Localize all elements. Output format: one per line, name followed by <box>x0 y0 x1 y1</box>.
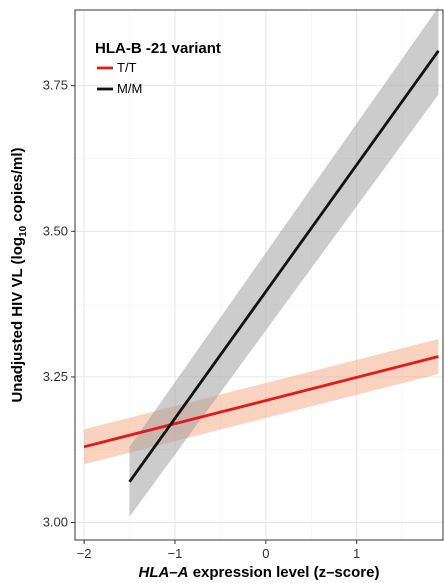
legend-label-t-t: T/T <box>117 60 137 75</box>
ci-band-m-m <box>129 7 439 517</box>
y-axis-title-subscript: 10 <box>18 225 29 237</box>
x-tick-label: 0 <box>262 546 269 561</box>
x-axis-title-rest: expression level (z–score) <box>189 564 380 581</box>
legend-label-m-m: M/M <box>117 81 142 96</box>
series-line-t-t <box>83 355 439 449</box>
y-tick-label: 3.25 <box>43 369 68 384</box>
series-line-m-m <box>128 49 440 483</box>
legend-title: HLA-B -21 variant <box>95 40 221 57</box>
y-axis-title: Unadjusted HIV VL (log10 copies/ml) <box>9 147 29 402</box>
series-lines <box>83 49 440 483</box>
x-tick-label: 1 <box>353 546 360 561</box>
x-axis-title: HLA–A expression level (z–score) <box>139 564 380 581</box>
y-axis-title-main: Unadjusted HIV VL (log <box>9 237 26 403</box>
y-axis-title-rest: copies/ml) <box>9 147 26 225</box>
y-tick-label: 3.50 <box>43 223 68 238</box>
axis-ticks: −2−10123.003.253.503.75 <box>43 78 444 561</box>
plot-panel-border <box>74 9 444 541</box>
x-axis-title-italic: HLA–A <box>139 564 189 581</box>
y-tick-label: 3.00 <box>43 515 68 530</box>
x-tick-label: −2 <box>77 546 92 561</box>
y-tick-label: 3.75 <box>43 78 68 93</box>
x-tick-label: −1 <box>168 546 183 561</box>
legend: HLA-B -21 variant T/T M/M <box>95 40 221 96</box>
